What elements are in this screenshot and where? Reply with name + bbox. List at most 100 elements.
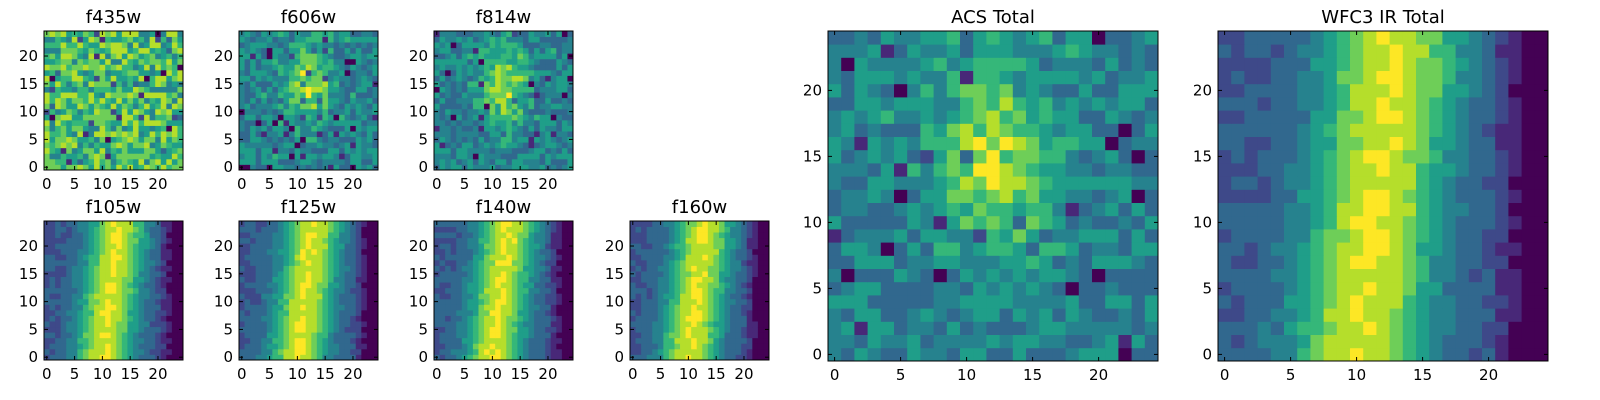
heatmap-cell: [646, 321, 653, 328]
heatmap-cell: [239, 337, 245, 344]
heatmap-cell: [121, 354, 128, 361]
heatmap-cell: [149, 259, 156, 266]
heatmap-cell: [44, 337, 50, 344]
heatmap-cell: [522, 298, 529, 305]
heatmap-cell: [528, 125, 535, 132]
heatmap-cell: [266, 75, 273, 82]
heatmap-cell: [361, 47, 368, 54]
heatmap-cell: [149, 326, 156, 333]
heatmap-cell: [1078, 281, 1093, 296]
heatmap-cell: [283, 136, 290, 143]
heatmap-cell: [94, 97, 100, 104]
heatmap-cell: [630, 254, 636, 261]
heatmap-cell: [132, 293, 139, 300]
heatmap-cell: [657, 326, 664, 333]
heatmap-cell: [138, 164, 145, 171]
heatmap-cell: [266, 321, 273, 328]
heatmap-cell: [439, 36, 446, 43]
heatmap-cell: [121, 259, 128, 266]
heatmap-cell: [668, 354, 675, 361]
heatmap-cell: [472, 332, 479, 339]
heatmap-cell: [657, 293, 664, 300]
heatmap-cell: [283, 315, 290, 322]
heatmap-cell: [44, 332, 50, 339]
heatmap-cell: [556, 259, 563, 266]
heatmap-cell: [277, 343, 284, 350]
heatmap-cell: [44, 254, 50, 261]
heatmap-cell: [82, 147, 89, 154]
heatmap-cell: [763, 315, 770, 322]
heatmap-cell: [506, 164, 513, 171]
heatmap-cell: [439, 147, 446, 154]
heatmap-cell: [757, 221, 764, 227]
heatmap-cell: [674, 243, 681, 250]
heatmap-cell: [88, 64, 95, 71]
heatmap-cell: [511, 293, 518, 300]
heatmap-cell: [506, 131, 513, 138]
heatmap-cell: [339, 321, 346, 328]
heatmap-cell: [472, 237, 479, 244]
heatmap-cell: [517, 332, 524, 339]
heatmap-cell: [110, 136, 117, 143]
heatmap-cell: [652, 259, 659, 266]
heatmap-cell: [155, 64, 162, 71]
heatmap-cell: [646, 315, 653, 322]
heatmap-cell: [691, 354, 698, 361]
heatmap-cell: [66, 75, 73, 82]
heatmap-cell: [171, 31, 178, 37]
heatmap-cell: [434, 47, 440, 54]
heatmap-cell: [999, 215, 1014, 230]
heatmap-cell: [110, 69, 117, 76]
heatmap-cell: [741, 332, 748, 339]
heatmap-cell: [1078, 189, 1093, 203]
heatmap-cell: [88, 276, 95, 283]
heatmap-cell: [322, 103, 329, 110]
heatmap-cell: [696, 332, 703, 339]
heatmap-cell: [718, 326, 725, 333]
heatmap-cell: [71, 114, 78, 121]
heatmap-cell: [116, 348, 123, 355]
heatmap-cell: [663, 226, 670, 233]
heatmap-cell: [94, 248, 100, 255]
heatmap-cell: [539, 232, 546, 239]
heatmap-cell: [272, 47, 279, 54]
heatmap-cell: [556, 221, 563, 227]
heatmap-cell: [641, 265, 648, 272]
heatmap-cell: [495, 75, 502, 82]
heatmap-cell: [685, 315, 692, 322]
heatmap-cell: [735, 226, 742, 233]
heatmap-cell: [517, 153, 524, 160]
heatmap-cell: [467, 69, 474, 76]
heatmap-cell: [757, 309, 764, 316]
heatmap-cell: [266, 232, 273, 239]
heatmap-cell: [138, 343, 145, 350]
heatmap-cell: [511, 158, 518, 165]
heatmap-cell: [467, 103, 474, 110]
heatmap-cell: [105, 81, 112, 87]
heatmap-cell: [472, 248, 479, 255]
heatmap-cell: [339, 248, 346, 255]
heatmap-cell: [528, 119, 535, 126]
heatmap-cell: [907, 295, 921, 309]
heatmap-cell: [841, 189, 855, 203]
heatmap-cell: [105, 232, 112, 239]
heatmap-cell: [752, 298, 759, 305]
heatmap-cell: [920, 202, 934, 217]
heatmap-cell: [138, 31, 145, 37]
heatmap-cell: [439, 293, 446, 300]
heatmap-cell: [132, 237, 139, 244]
heatmap-cell: [250, 92, 257, 99]
heatmap-cell: [517, 47, 524, 54]
heatmap-cell: [339, 326, 346, 333]
heatmap-cell: [517, 309, 524, 316]
heatmap-cell: [121, 53, 128, 60]
heatmap-cell: [511, 348, 518, 355]
heatmap-cell: [316, 232, 323, 239]
heatmap-cell: [746, 254, 753, 261]
heatmap-cell: [266, 92, 273, 99]
heatmap-cell: [55, 343, 62, 350]
heatmap-cell: [55, 114, 62, 121]
heatmap-cell: [255, 114, 262, 121]
heatmap-cell: [528, 237, 535, 244]
heatmap-cell: [456, 92, 463, 99]
